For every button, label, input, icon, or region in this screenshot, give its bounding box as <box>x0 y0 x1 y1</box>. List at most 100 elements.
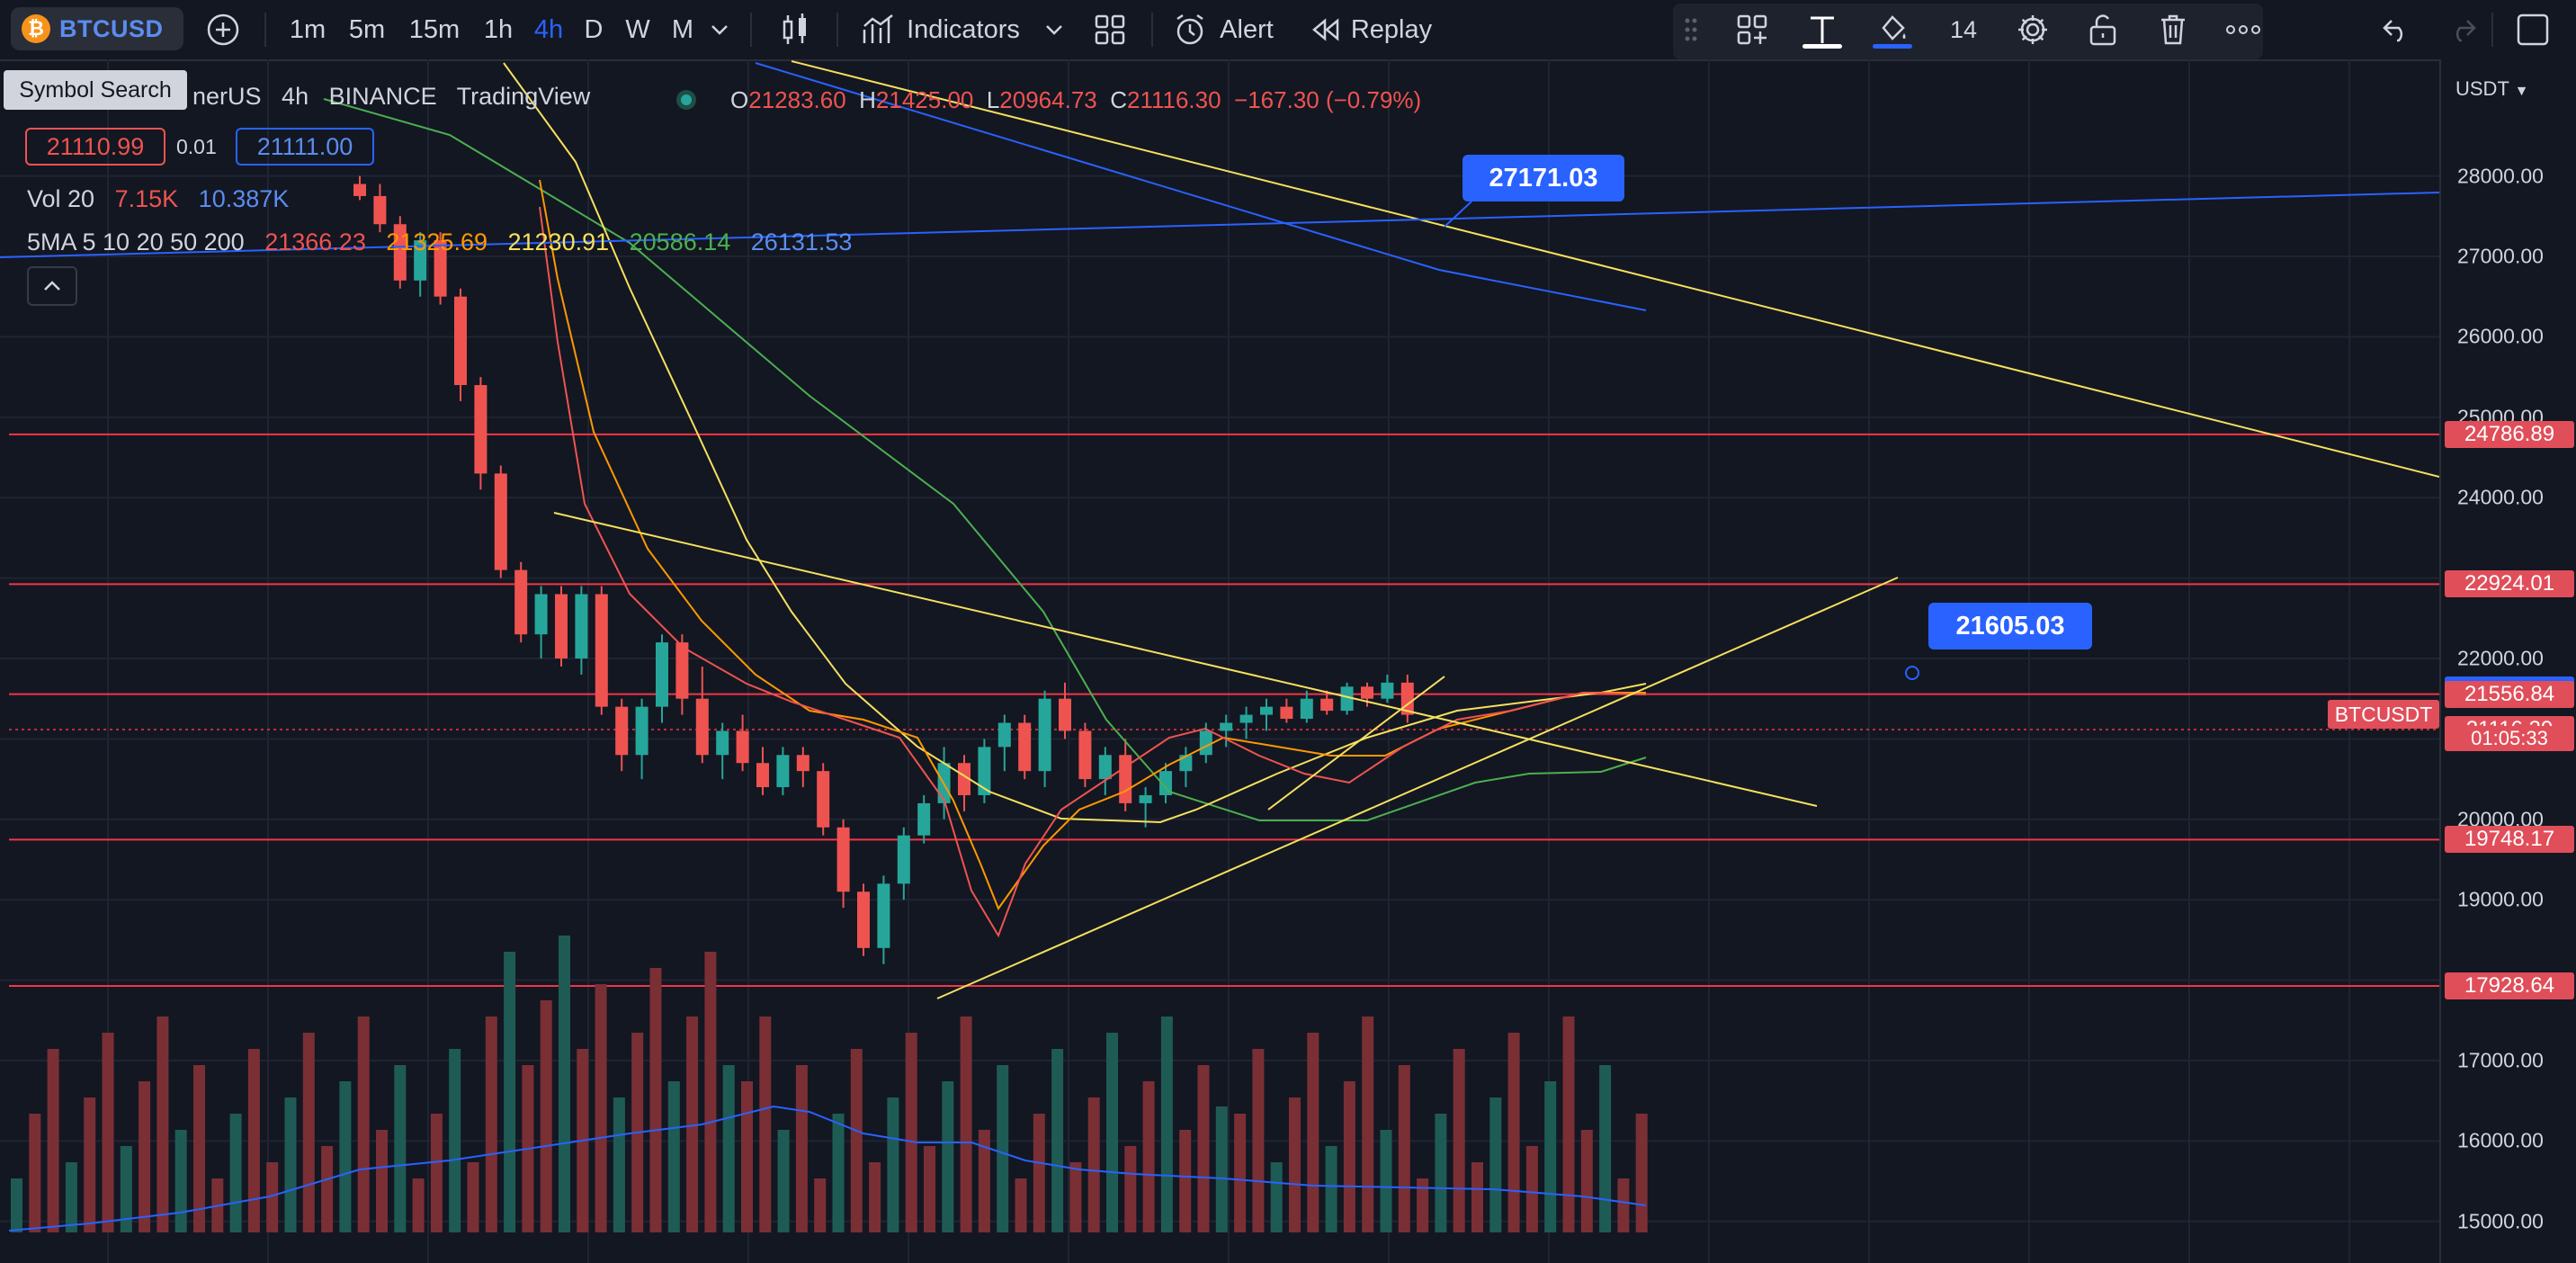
price-tag: 17928.64 <box>2445 972 2574 999</box>
bitcoin-icon: ₿ <box>22 14 50 43</box>
volume-bar <box>1033 1114 1045 1232</box>
candle-body <box>958 763 970 795</box>
more-button[interactable] <box>2218 7 2268 52</box>
volume-bar <box>302 1033 315 1232</box>
candle-body <box>756 763 769 788</box>
volume-bar <box>649 968 662 1232</box>
drag-handle[interactable] <box>1675 7 1707 52</box>
price-tick: 28000.00 <box>2457 164 2544 188</box>
volume-bar <box>84 1097 96 1232</box>
timeframe-4h[interactable]: 4h <box>533 14 564 44</box>
font-size-select[interactable]: 14 <box>1949 15 1978 43</box>
volume-bar <box>65 1162 77 1232</box>
chart-type-button[interactable] <box>770 7 820 52</box>
trendline-support <box>936 577 1899 999</box>
timeframe-5m[interactable]: 5m <box>348 14 386 44</box>
ma-green-line <box>323 98 1647 821</box>
candle-body <box>615 706 629 756</box>
price-chart[interactable] <box>0 59 2439 1263</box>
symbol-button[interactable]: ₿ BTCUSD <box>11 7 183 50</box>
timeframe-M[interactable]: M <box>671 14 694 44</box>
indicators-dropdown[interactable] <box>1036 7 1072 52</box>
text-icon <box>1811 16 1834 43</box>
open-label: O <box>730 86 749 113</box>
timeframe-15m[interactable]: 15m <box>408 14 461 44</box>
collapse-legend-button[interactable] <box>27 266 77 306</box>
redo-button[interactable] <box>2437 7 2488 52</box>
replay-icon-box[interactable] <box>1306 7 1346 52</box>
price-callout[interactable]: 21605.03 <box>1928 603 2092 649</box>
candle-body <box>595 594 608 707</box>
volume-bar <box>1160 1017 1173 1232</box>
volume-bar <box>686 1017 699 1232</box>
currency-selector[interactable]: USDT ▼ <box>2455 77 2528 101</box>
object-tree-button[interactable] <box>1727 7 1777 52</box>
volume-bar <box>1562 1017 1575 1232</box>
timeframe-W[interactable]: W <box>625 14 650 44</box>
volume-bar <box>321 1146 334 1232</box>
candle-body <box>393 224 407 281</box>
candle-body <box>474 385 487 474</box>
price-tick: 17000.00 <box>2457 1048 2544 1072</box>
candle-body <box>997 722 1011 748</box>
lock-button[interactable] <box>2078 7 2128 52</box>
timeframe-1h[interactable]: 1h <box>483 14 514 44</box>
buy-price-button[interactable]: 21111.00 <box>236 128 374 166</box>
candle-body <box>1320 698 1334 712</box>
symbol-search-tooltip: Symbol Search <box>4 70 187 110</box>
volume-ma-value: 10.387K <box>198 185 290 212</box>
timeframe-dropdown[interactable] <box>702 7 738 52</box>
sell-price-button[interactable]: 21110.99 <box>25 128 165 166</box>
undo-icon <box>2383 20 2403 42</box>
volume-bar <box>1015 1178 1027 1232</box>
volume-bar <box>29 1114 41 1232</box>
indicators-button[interactable]: Indicators <box>907 14 1020 44</box>
high-label: H <box>859 86 876 113</box>
volume-bar <box>1124 1146 1137 1232</box>
top-toolbar: ₿ BTCUSD 1m 5m 15m 1h 4h D W M Indicator… <box>0 0 2576 61</box>
ma10-value: 21325.69 <box>386 228 487 255</box>
horizontal-levels <box>9 433 2439 987</box>
ma-label: 5MA 5 10 20 50 200 <box>27 228 245 255</box>
fullscreen-button[interactable] <box>2508 7 2558 52</box>
market-status-icon <box>676 90 696 110</box>
candle-body <box>434 240 447 297</box>
price-scale[interactable] <box>2439 59 2576 1263</box>
timeframe-1m[interactable]: 1m <box>289 14 326 44</box>
undo-button[interactable] <box>2371 7 2421 52</box>
change-value: −167.30 (−0.79%) <box>1234 86 1422 113</box>
candle-body <box>776 755 790 788</box>
volume-bar <box>1599 1065 1612 1232</box>
replay-button[interactable]: Replay <box>1350 14 1433 44</box>
volume-bar <box>1453 1049 1465 1232</box>
settings-button[interactable] <box>2008 7 2058 52</box>
volume-bar <box>1307 1033 1319 1232</box>
indicators-icon-box[interactable] <box>856 7 901 52</box>
volume-bar <box>174 1130 187 1232</box>
ma-legend: 5MA 5 10 20 50 200 21366.23 21325.69 212… <box>27 228 852 256</box>
toolbar-divider <box>2491 13 2493 47</box>
text-tool-button[interactable] <box>1797 7 1847 52</box>
volume-bar <box>1507 1033 1520 1232</box>
delete-button[interactable] <box>2148 7 2198 52</box>
alert-button[interactable]: Alert <box>1220 14 1274 44</box>
compare-add-button[interactable] <box>198 7 248 52</box>
volume-bar <box>1343 1081 1355 1232</box>
timeframe-D[interactable]: D <box>584 14 604 44</box>
volume-bar <box>1325 1146 1337 1232</box>
volume-bar <box>139 1081 151 1232</box>
volume-bar <box>722 1065 735 1232</box>
volume-bar <box>376 1130 388 1232</box>
volume-bar <box>905 1033 917 1232</box>
fill-tool-button[interactable] <box>1867 7 1918 52</box>
templates-button[interactable] <box>1085 7 1135 52</box>
low-value: 20964.73 <box>999 86 1097 113</box>
volume-bar <box>1435 1114 1447 1232</box>
price-callout[interactable]: 27171.03 <box>1462 155 1624 202</box>
candle-body <box>1260 706 1273 715</box>
ma5-value: 21366.23 <box>264 228 366 255</box>
candle-body <box>414 240 427 281</box>
candle-body <box>1300 698 1313 720</box>
alert-icon-box[interactable] <box>1167 7 1212 52</box>
volume-bar <box>759 1017 772 1232</box>
